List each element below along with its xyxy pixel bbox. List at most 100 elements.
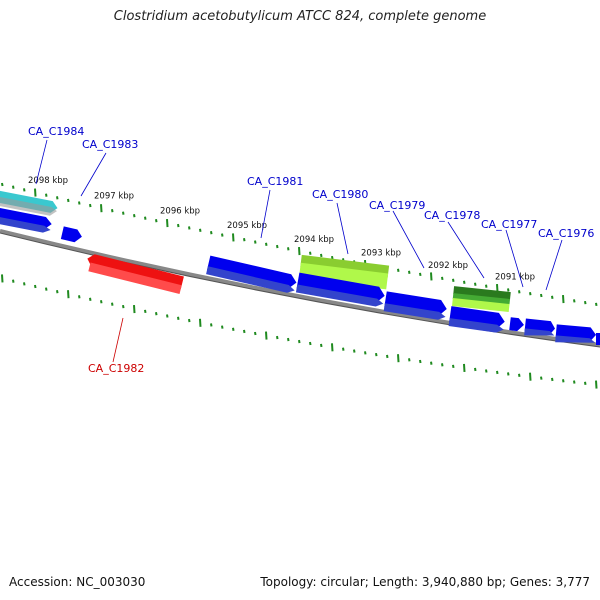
- minor-tick: [452, 364, 455, 369]
- label-ca-c1977[interactable]: CA_C1977: [481, 218, 537, 231]
- minor-tick: [452, 278, 455, 283]
- minor-tick: [496, 370, 499, 375]
- minor-tick: [100, 300, 103, 304]
- gene-ca-c1978[interactable]: [452, 286, 511, 312]
- major-tick: [199, 318, 202, 327]
- genome-backbone: [0, 229, 600, 347]
- minor-tick: [177, 223, 180, 228]
- gene-ca-c1982[interactable]: [84, 253, 184, 294]
- gene-ca-c1984[interactable]: [0, 190, 59, 217]
- label-ca-c1981[interactable]: CA_C1981: [247, 175, 303, 188]
- gene-small-block[interactable]: [60, 226, 83, 243]
- minor-tick: [122, 211, 125, 215]
- minor-tick: [188, 226, 191, 230]
- minor-tick: [232, 327, 235, 331]
- minor-tick: [573, 380, 576, 384]
- minor-tick: [177, 316, 180, 320]
- minor-tick: [474, 282, 477, 286]
- major-tick: [232, 233, 235, 242]
- minor-tick: [320, 253, 323, 258]
- minor-tick: [155, 312, 158, 316]
- minor-tick: [518, 373, 521, 378]
- minor-tick: [573, 299, 576, 303]
- gene-ca-c1977[interactable]: [509, 317, 524, 332]
- minor-tick: [309, 341, 312, 346]
- minor-tick: [221, 233, 224, 237]
- genome-backbone-shadow: [0, 232, 600, 348]
- minor-tick: [45, 193, 48, 197]
- gene-ca-c1979[interactable]: [383, 291, 448, 320]
- minor-tick: [540, 293, 543, 298]
- minor-tick: [56, 196, 59, 200]
- major-tick: [67, 290, 70, 299]
- minor-tick: [529, 292, 532, 296]
- scale-label: 2095 kbp: [227, 221, 267, 231]
- minor-tick: [210, 323, 213, 327]
- gene-ca-c1981[interactable]: [206, 255, 298, 295]
- label-ca-c1978[interactable]: CA_C1978: [424, 209, 480, 222]
- gene-forward-3[interactable]: [555, 324, 597, 345]
- major-tick: [133, 304, 136, 314]
- gene-ca-c1983[interactable]: [0, 207, 53, 234]
- minor-tick: [562, 379, 565, 383]
- gene-forward-1[interactable]: [295, 272, 386, 308]
- genome-summary-text: Topology: circular; Length: 3,940,880 bp…: [260, 575, 590, 589]
- label-ca-c1976[interactable]: CA_C1976: [538, 227, 594, 240]
- label-ca-c1984[interactable]: CA_C1984: [28, 125, 84, 138]
- minor-tick: [78, 201, 81, 205]
- minor-tick: [507, 372, 510, 376]
- map-title: Clostridium acetobutylicum ATCC 824, com…: [113, 9, 487, 24]
- minor-tick: [408, 270, 411, 275]
- minor-tick: [540, 376, 543, 380]
- minor-tick: [463, 280, 466, 284]
- gene-forward-4[interactable]: [596, 333, 600, 345]
- minor-tick: [584, 381, 587, 385]
- minor-tick: [430, 361, 433, 365]
- scale-label: 2097 kbp: [94, 192, 134, 202]
- minor-tick: [441, 276, 444, 281]
- scale-label: 2092 kbp: [428, 261, 468, 271]
- minor-tick: [144, 216, 147, 220]
- major-tick: [529, 372, 532, 381]
- minor-tick: [12, 279, 15, 283]
- minor-tick: [397, 268, 400, 272]
- minor-tick: [342, 347, 345, 351]
- minor-tick: [386, 354, 389, 359]
- label-ca-c1979[interactable]: CA_C1979: [369, 199, 425, 212]
- minor-tick: [507, 288, 510, 292]
- minor-tick: [298, 339, 301, 344]
- minor-tick: [1, 182, 4, 187]
- minor-tick: [210, 231, 213, 235]
- minor-tick: [287, 337, 290, 342]
- minor-tick: [199, 228, 202, 232]
- gene-forward-2[interactable]: [448, 306, 506, 333]
- minor-tick: [419, 359, 422, 364]
- minor-tick: [265, 242, 268, 246]
- minor-tick: [67, 198, 70, 203]
- minor-tick: [56, 290, 59, 294]
- label-ca-c1980[interactable]: CA_C1980: [312, 188, 368, 201]
- minor-tick: [595, 302, 598, 307]
- major-tick: [397, 354, 400, 363]
- minor-tick: [485, 284, 488, 288]
- minor-tick: [23, 188, 26, 192]
- minor-tick: [243, 238, 246, 242]
- gene-labels: CA_C1984 CA_C1983 CA_C1982 CA_C1981 CA_C…: [28, 125, 594, 375]
- minor-tick: [254, 240, 257, 244]
- minor-tick: [254, 331, 257, 336]
- minor-tick: [408, 358, 411, 362]
- minor-tick: [166, 314, 169, 318]
- gene-ca-c1980[interactable]: [298, 254, 390, 290]
- scale-ticks-bottom: [1, 274, 598, 389]
- major-tick: [265, 331, 268, 340]
- minor-tick: [188, 318, 191, 323]
- minor-tick: [221, 325, 224, 329]
- accession-text: Accession: NC_003030: [9, 575, 146, 589]
- gene-ca-c1976[interactable]: [524, 318, 556, 338]
- label-ca-c1982[interactable]: CA_C1982: [88, 362, 144, 375]
- minor-tick: [243, 329, 246, 334]
- minor-tick: [441, 363, 444, 367]
- scale-label: 2096 kbp: [160, 207, 200, 217]
- label-ca-c1983[interactable]: CA_C1983: [82, 138, 138, 151]
